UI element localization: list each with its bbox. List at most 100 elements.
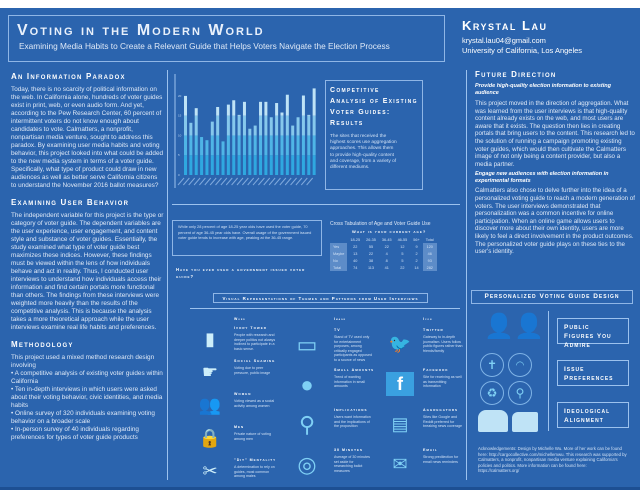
crosstab-col-header: Total	[425, 237, 434, 242]
bar-segment	[232, 135, 236, 156]
twitter-icon: 🐦	[388, 333, 412, 354]
x-tick-mark	[284, 177, 292, 186]
bar-segment	[232, 100, 236, 116]
guide-button-1[interactable]: Issue Preferences	[557, 360, 629, 386]
y-tick-label: 15	[178, 114, 182, 118]
section-text: Calmatters also chose to delve further i…	[475, 187, 635, 256]
bar-segment	[242, 115, 246, 136]
email: krystal.lau04@gmail.com	[462, 36, 546, 45]
bar-segment	[264, 155, 268, 175]
bar-segment	[280, 112, 284, 116]
theme-title: Email	[423, 448, 438, 452]
theme-text: Strong predilection for email news remin…	[423, 455, 459, 464]
x-tick-mark	[215, 177, 222, 186]
bar-segment	[280, 115, 284, 136]
crosstab-table: 18-25 26-35 36-45 46-55 56+ Total Yes 22 55 22 12 9…	[330, 236, 437, 271]
tools-icon: ✂	[202, 460, 218, 481]
bar-segment	[301, 155, 305, 175]
bar-segment	[205, 155, 209, 175]
x-tick-mark	[258, 177, 265, 186]
padlock-icon: 🔒	[198, 427, 222, 448]
x-tick-mark	[225, 177, 233, 186]
divider	[466, 70, 467, 480]
theme-text: Voting due to peer pressure, public imag…	[234, 366, 271, 375]
competitive-text: The sites that received the highest scor…	[330, 134, 397, 171]
x-tick-mark	[295, 177, 303, 186]
x-tick-mark	[199, 177, 206, 186]
bar-segment	[189, 135, 193, 156]
tv-icon: ▭	[296, 332, 318, 357]
table-cell: 46	[422, 250, 437, 257]
theme-title: Facebook	[423, 368, 449, 372]
divider	[167, 70, 168, 480]
table-cell: 113	[367, 265, 375, 270]
bar-segment	[237, 115, 241, 136]
theme-text: Sites like Google and Reddit preferred f…	[423, 415, 462, 429]
bar-segment	[216, 115, 220, 136]
table-cell: 13	[353, 251, 358, 256]
theme-title: Twitter	[423, 328, 444, 332]
elephant-icon	[478, 410, 508, 432]
bar-segment	[259, 115, 263, 136]
x-tick-mark	[209, 177, 217, 186]
acknowledgements: Acknowledgements: Design by Michelle Wu.…	[478, 446, 627, 474]
x-tick-mark	[300, 177, 308, 186]
theme-title: "Dit" Mentality	[234, 458, 277, 462]
x-tick-mark	[279, 177, 287, 186]
visual-title: Visual Representations of Themes and Pat…	[213, 293, 428, 303]
survey-note: While only 28 percent of age 18-25 year …	[178, 224, 312, 240]
bar-segment	[221, 155, 225, 175]
affiliation: University of California, Los Angeles	[462, 46, 583, 55]
crosstab: Cross Tabulation of Age and Voter Guide …	[330, 221, 462, 271]
theme-text: People with research and deeper politics…	[234, 333, 276, 351]
table-cell: 5	[401, 251, 404, 256]
bar-segment	[296, 117, 300, 136]
x-tick-mark	[252, 177, 260, 186]
bar-segment	[312, 135, 316, 156]
section-title: Future Direction	[475, 70, 557, 79]
bar-segment	[296, 155, 300, 175]
table-cell: 120	[422, 243, 437, 250]
crosstab-title: Cross Tabulation of Age and Voter Guide …	[330, 221, 431, 227]
table-cell: 41	[384, 265, 389, 270]
x-tick-mark	[204, 177, 212, 186]
x-tick-mark	[306, 177, 314, 186]
bar-segment	[275, 115, 279, 136]
bar-segment	[210, 135, 214, 156]
bar-segment	[189, 122, 193, 136]
bar-segment	[275, 135, 279, 156]
bar-segment	[291, 135, 295, 156]
methodology-bullet: • Ten in-depth interviews in which users…	[11, 386, 163, 409]
bar-segment	[194, 135, 198, 156]
bar-segment	[248, 135, 252, 156]
row-label: Maybe	[330, 250, 348, 257]
y-tick-label: 0	[178, 173, 180, 177]
section-title: Examining User Behavior	[11, 198, 130, 207]
theme-title: 30 Minutes	[334, 448, 363, 452]
bar-segment	[184, 95, 187, 116]
divider	[190, 308, 460, 309]
guide-button-0[interactable]: Public Figures You Admire	[557, 318, 629, 349]
bar-segment	[226, 155, 230, 175]
bar-segment	[280, 155, 284, 175]
bar-segment	[285, 94, 289, 116]
bar-segment	[264, 135, 268, 156]
email-icon: ✉	[392, 453, 408, 474]
bar-segment	[237, 114, 241, 116]
table-cell: 2	[415, 251, 418, 256]
table-cell: 93	[422, 257, 437, 264]
bar-chart: 0 5 10 15 20	[174, 74, 316, 188]
x-tick-mark	[188, 177, 196, 186]
x-tick-mark	[231, 177, 238, 186]
theme-title: Women	[234, 392, 252, 396]
section-text: The independent variable for this projec…	[11, 212, 164, 331]
bar-segment	[301, 115, 305, 136]
theme-text: Users want information and the implicati…	[334, 415, 371, 429]
divider	[548, 311, 549, 431]
bar-segment	[232, 115, 236, 136]
bar-segment	[200, 155, 204, 175]
guide-button-2[interactable]: Ideological Alignment	[557, 402, 629, 428]
survey-note-box: While only 28 percent of age 18-25 year …	[172, 220, 322, 256]
col-word: Word	[234, 317, 246, 321]
bar-segment	[301, 95, 305, 116]
